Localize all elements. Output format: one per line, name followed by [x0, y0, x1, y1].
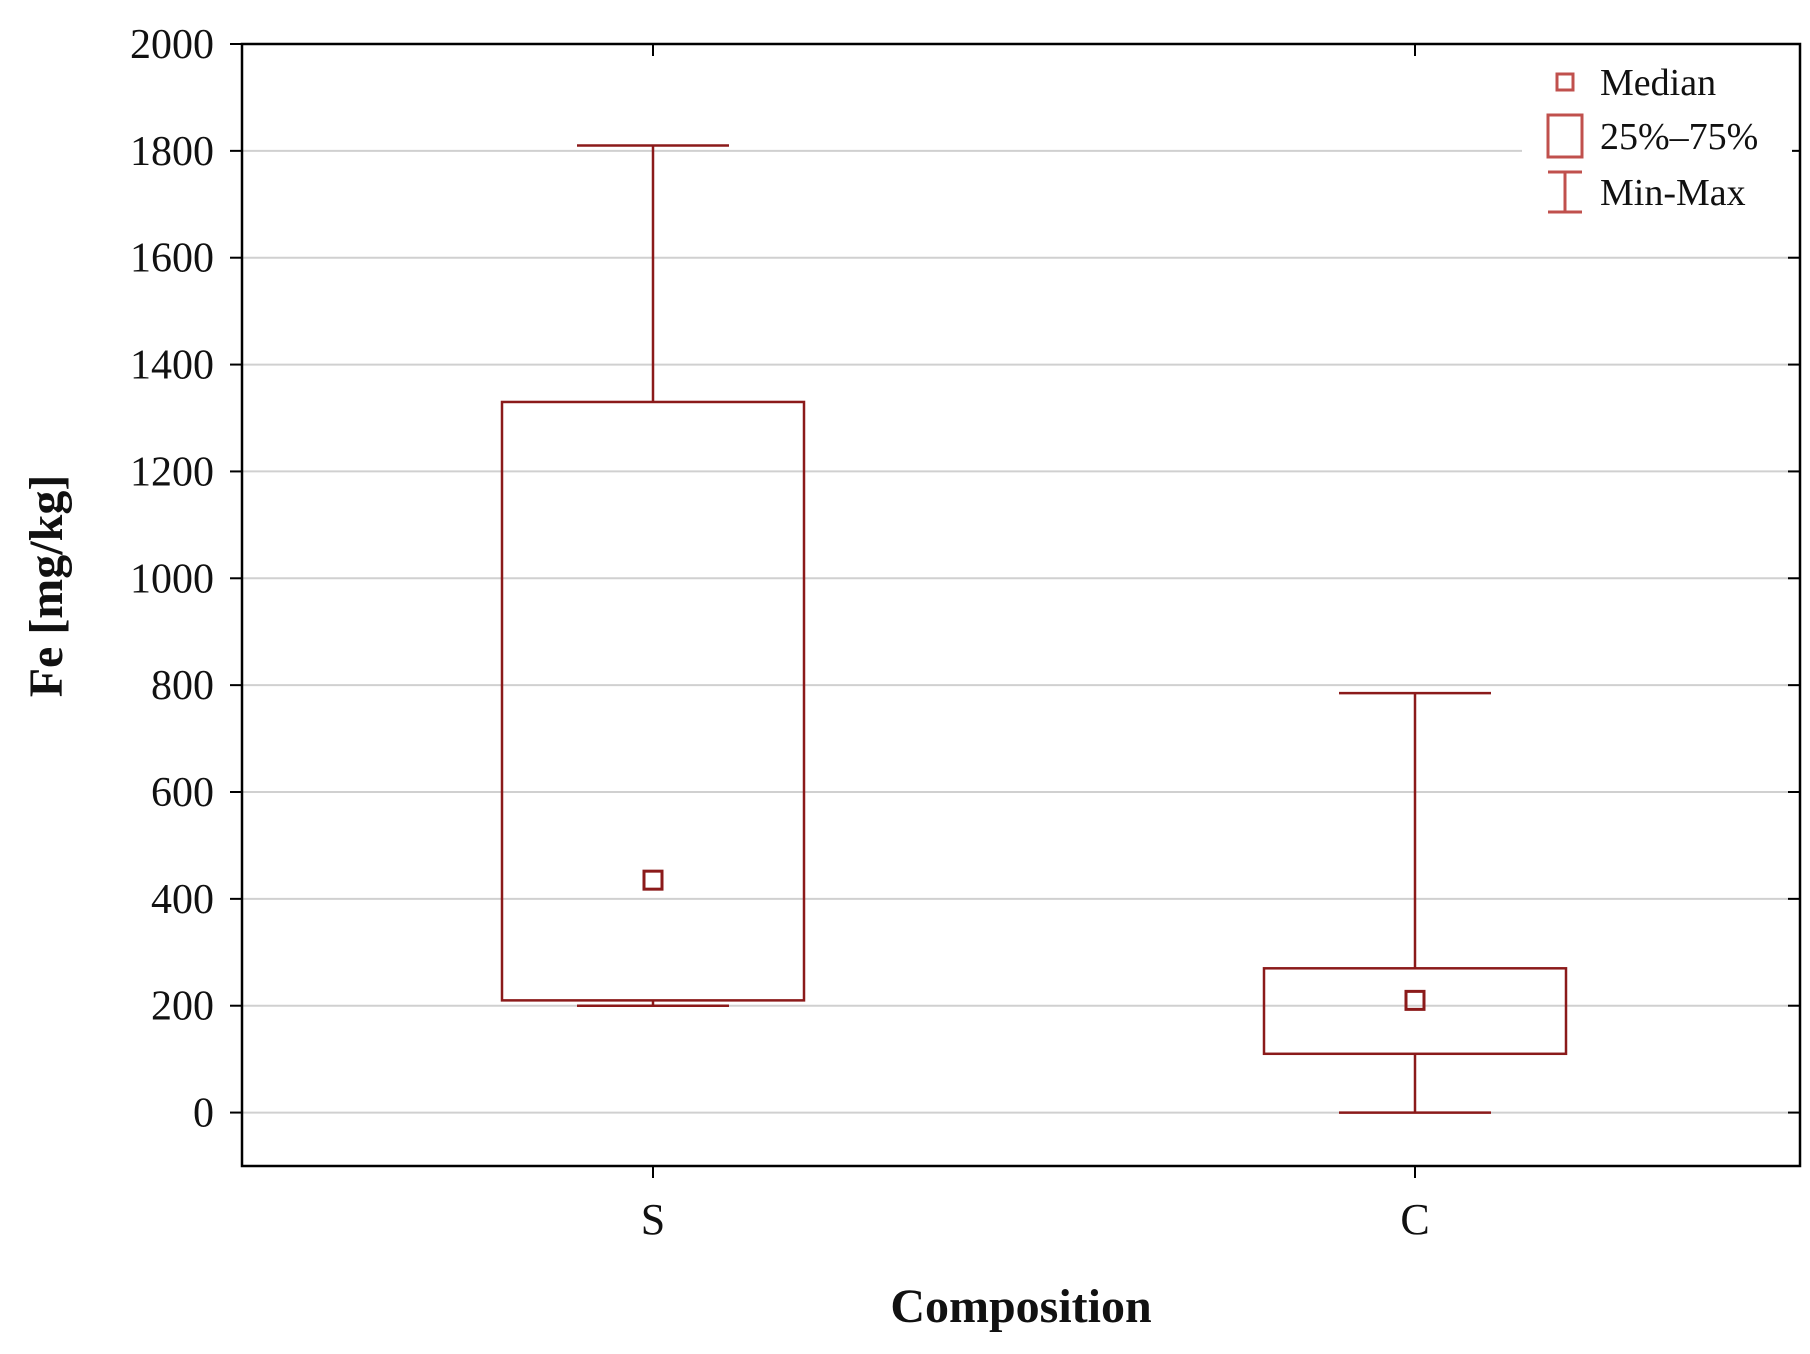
median-marker [1404, 989, 1426, 1011]
y-tick-label: 200 [151, 984, 214, 1030]
y-tick-label: 1400 [130, 343, 214, 389]
x-tick-label: S [641, 1195, 665, 1244]
axis-ticks: 0 200 400 600 800 1000 1200 1400 1600 1800 2000 S C [130, 22, 1800, 1244]
y-tick-label: 800 [151, 663, 214, 709]
box-group-S [500, 144, 806, 1007]
legend: Median 25%–75% Min-Max [1522, 56, 1792, 226]
y-tick-label: 2000 [130, 22, 214, 68]
median-marker [642, 869, 664, 891]
y-tick-label: 1200 [130, 449, 214, 495]
legend-label: Min-Max [1600, 172, 1746, 214]
legend-median-icon [1555, 72, 1575, 92]
box-plots [500, 144, 1568, 1114]
legend-label: 25%–75% [1600, 116, 1758, 158]
x-tick-label: C [1400, 1195, 1429, 1244]
iqr-box [500, 400, 806, 1002]
legend-label: Median [1600, 62, 1716, 104]
y-tick-label: 0 [193, 1091, 214, 1137]
y-tick-label: 600 [151, 770, 214, 816]
iqr-box [1262, 967, 1568, 1056]
y-tick-label: 400 [151, 877, 214, 923]
legend-box-icon [1546, 113, 1584, 159]
legend-background [1522, 56, 1792, 226]
plot-frame [240, 42, 1802, 1168]
box-group-C [1262, 691, 1568, 1114]
x-axis-title: Composition [890, 1280, 1151, 1333]
y-axis-title: Fe [mg/kg] [20, 475, 73, 698]
y-tick-label: 1600 [130, 236, 214, 282]
y-tick-label: 1800 [130, 129, 214, 175]
y-tick-label: 1000 [130, 556, 214, 602]
